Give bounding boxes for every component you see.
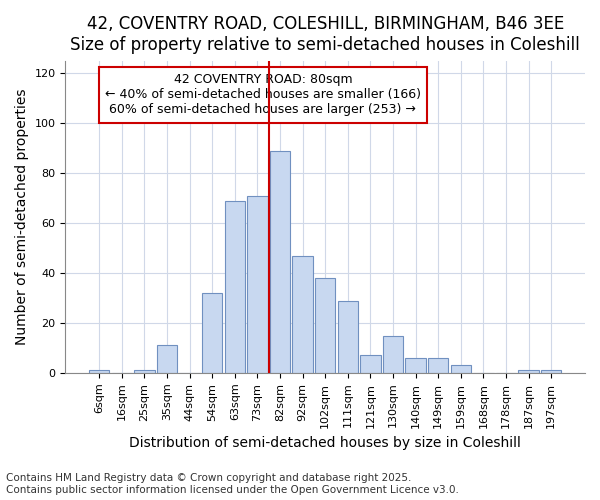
Bar (518, 370, 539, 373)
Bar (270, 151, 290, 373)
Title: 42, COVENTRY ROAD, COLESHILL, BIRMINGHAM, B46 3EE
Size of property relative to s: 42, COVENTRY ROAD, COLESHILL, BIRMINGHAM… (70, 15, 580, 54)
Y-axis label: Number of semi-detached properties: Number of semi-detached properties (15, 88, 29, 345)
Bar (292, 256, 313, 373)
Bar (315, 278, 335, 373)
Bar (541, 370, 562, 373)
Bar (134, 370, 155, 373)
Bar (247, 196, 268, 373)
Text: 42 COVENTRY ROAD: 80sqm
← 40% of semi-detached houses are smaller (166)
60% of s: 42 COVENTRY ROAD: 80sqm ← 40% of semi-de… (105, 74, 421, 116)
Bar (89, 370, 109, 373)
Bar (224, 200, 245, 373)
Bar (451, 366, 471, 373)
Bar (338, 300, 358, 373)
Text: Contains HM Land Registry data © Crown copyright and database right 2025.
Contai: Contains HM Land Registry data © Crown c… (6, 474, 459, 495)
Bar (428, 358, 448, 373)
Bar (157, 346, 177, 373)
Bar (202, 293, 223, 373)
X-axis label: Distribution of semi-detached houses by size in Coleshill: Distribution of semi-detached houses by … (129, 436, 521, 450)
Bar (406, 358, 426, 373)
Bar (360, 356, 380, 373)
Bar (383, 336, 403, 373)
